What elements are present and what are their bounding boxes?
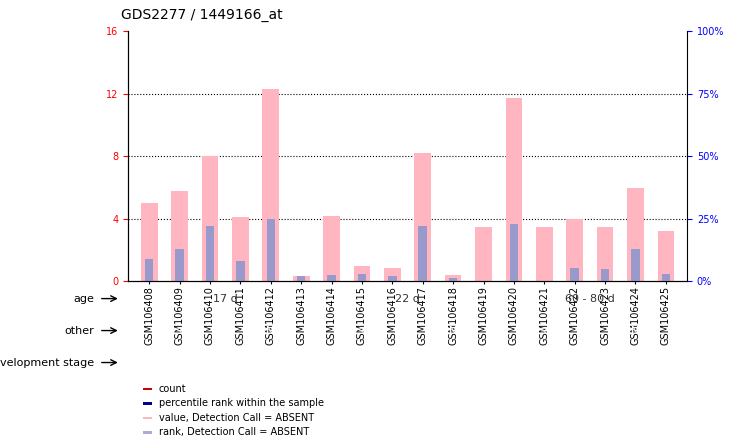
Text: polysome: polysome [518, 325, 571, 336]
Bar [267, 219, 275, 281]
Text: 60 - 80 d: 60 - 80 d [565, 293, 615, 304]
Bar [327, 275, 336, 281]
Bar [449, 278, 458, 281]
Bar [143, 416, 151, 419]
Text: count: count [159, 384, 186, 394]
Text: adult: adult [575, 357, 605, 368]
Bar [570, 268, 579, 281]
Bar [143, 402, 151, 405]
Text: 22 d: 22 d [395, 293, 420, 304]
Text: RNP: RNP [624, 325, 647, 336]
Bar [601, 269, 610, 281]
Bar [657, 231, 674, 281]
Bar [262, 89, 279, 281]
Bar [418, 226, 427, 281]
Text: 17 d: 17 d [213, 293, 238, 304]
Bar [354, 266, 371, 281]
Text: rank, Detection Call = ABSENT: rank, Detection Call = ABSENT [159, 427, 309, 437]
Bar [662, 274, 670, 281]
Text: polysome: polysome [335, 325, 389, 336]
Bar [536, 227, 553, 281]
Bar [323, 216, 340, 281]
Bar [567, 219, 583, 281]
Bar [627, 188, 644, 281]
Text: value, Detection Call = ABSENT: value, Detection Call = ABSENT [159, 413, 314, 423]
Bar [145, 259, 154, 281]
Text: polysome: polysome [153, 325, 206, 336]
Bar [632, 249, 640, 281]
Bar [510, 224, 518, 281]
Bar [475, 227, 492, 281]
Bar [202, 156, 219, 281]
Bar [236, 262, 245, 281]
Text: percentile rank within the sample: percentile rank within the sample [159, 398, 324, 408]
Bar [444, 275, 461, 281]
Bar [384, 268, 401, 281]
Text: age: age [73, 293, 94, 304]
Bar [293, 276, 309, 281]
Bar [506, 99, 522, 281]
Bar [143, 431, 151, 434]
Bar [205, 226, 214, 281]
Bar [297, 277, 306, 281]
Bar [175, 249, 184, 281]
Text: other: other [64, 325, 94, 336]
Bar [171, 191, 188, 281]
Text: RNP: RNP [260, 325, 282, 336]
Bar [414, 153, 431, 281]
Bar [141, 203, 158, 281]
Bar [232, 217, 249, 281]
Bar [143, 388, 151, 390]
Bar [596, 227, 613, 281]
Text: prepuberal: prepuberal [286, 357, 346, 368]
Bar [388, 277, 397, 281]
Text: RNP: RNP [442, 325, 465, 336]
Bar [357, 274, 366, 281]
Text: GDS2277 / 1449166_at: GDS2277 / 1449166_at [121, 8, 282, 22]
Text: development stage: development stage [0, 357, 94, 368]
